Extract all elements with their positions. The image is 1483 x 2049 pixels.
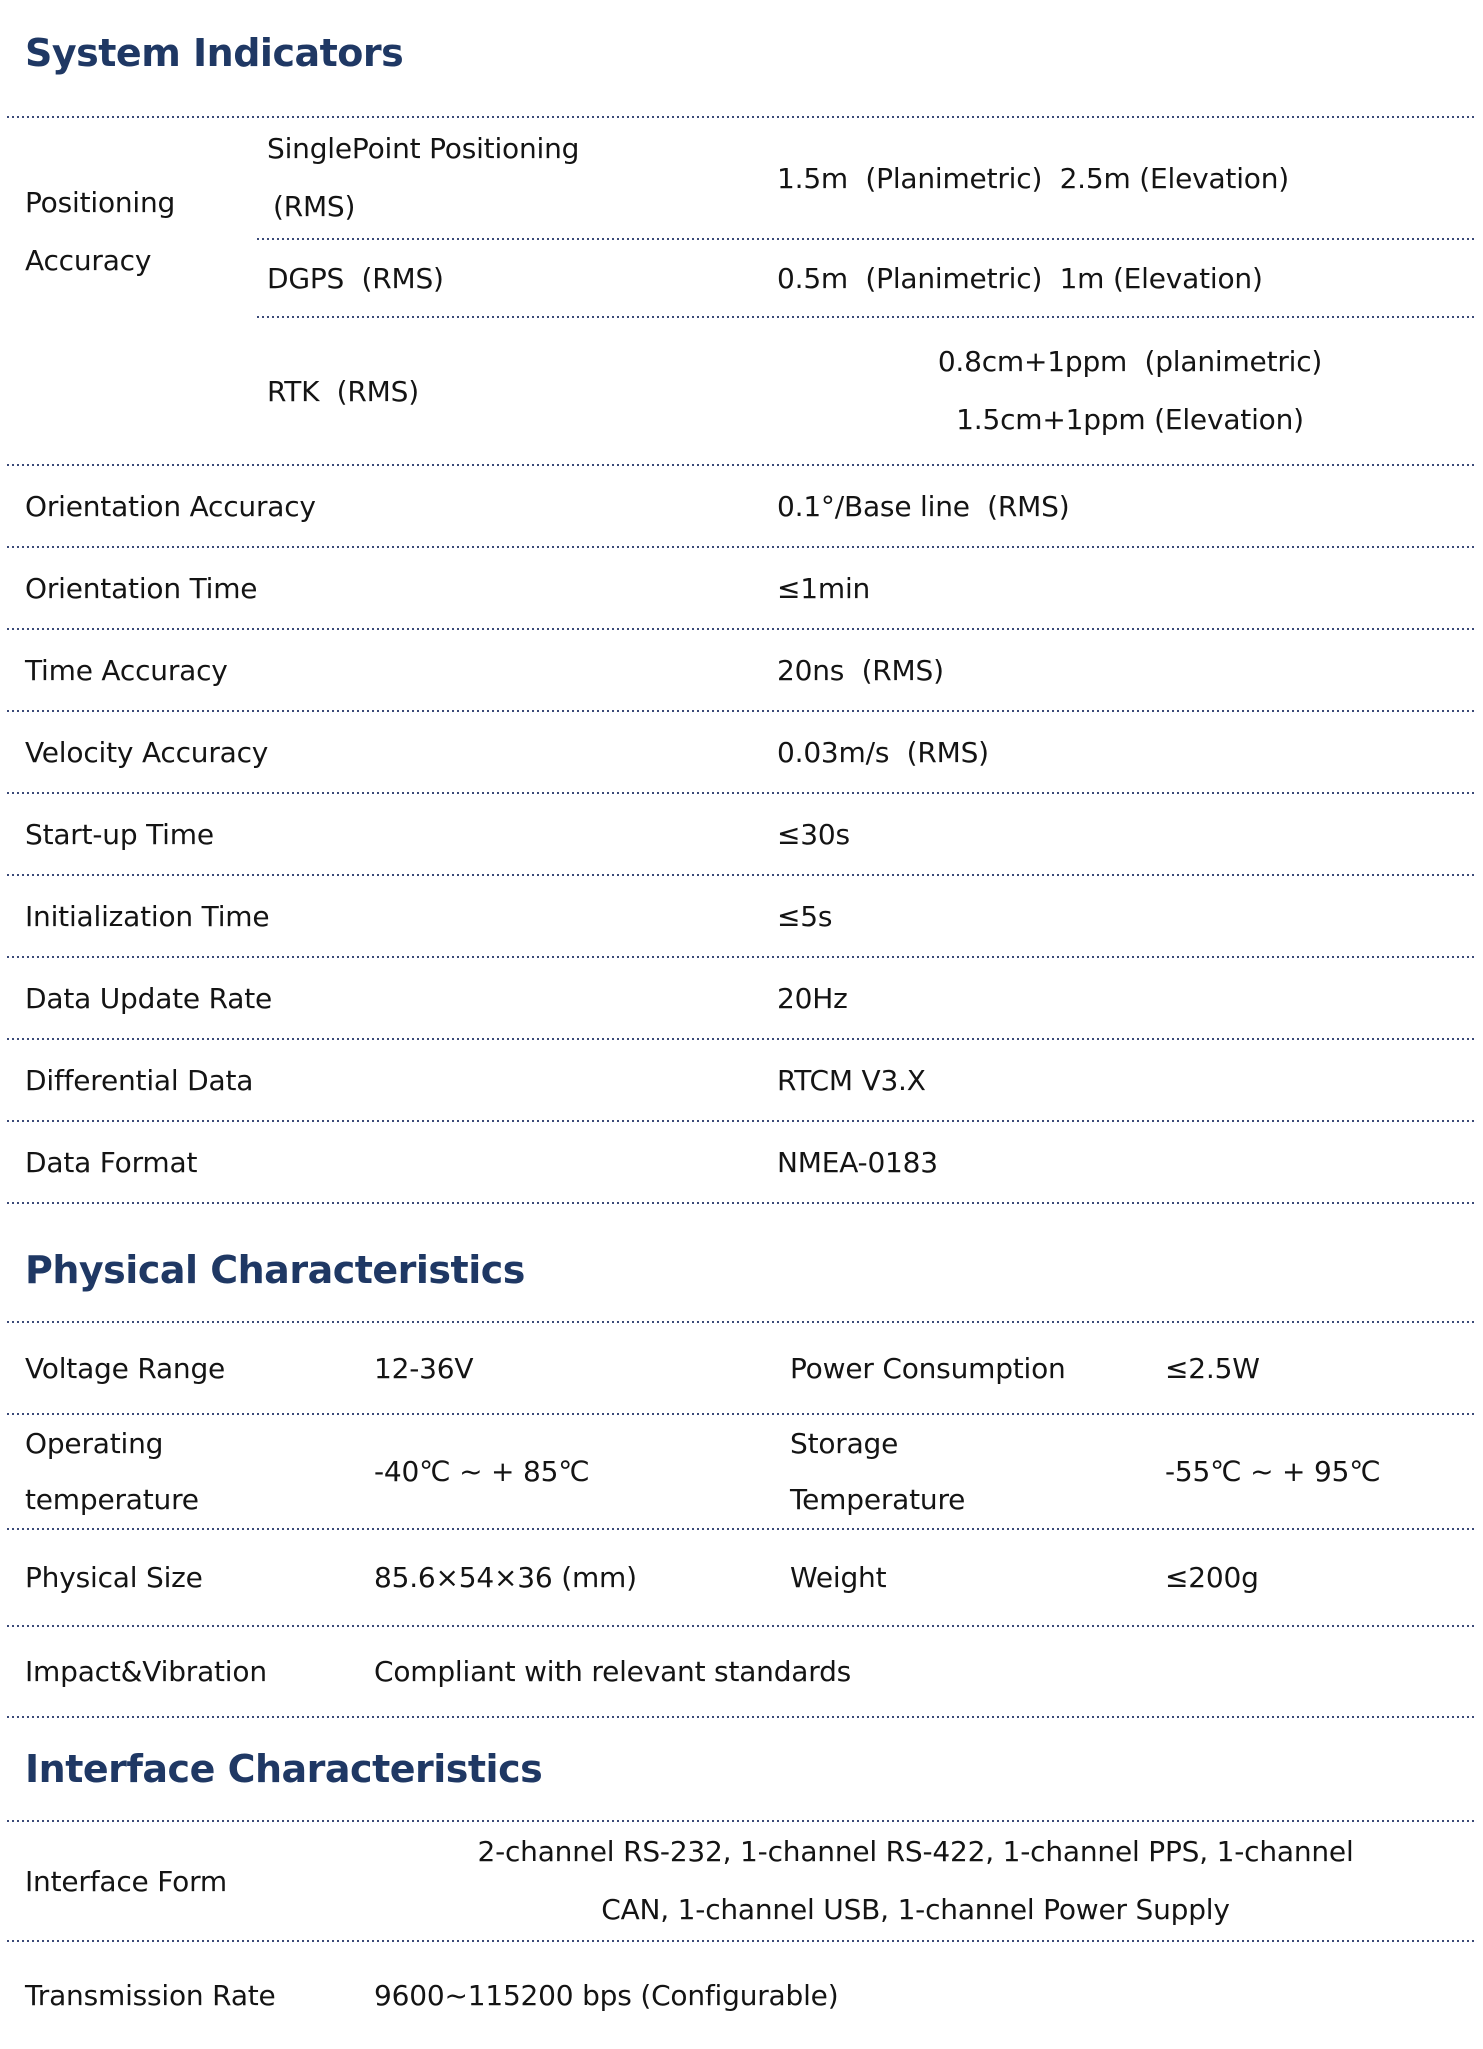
row-label: Data Format	[25, 1145, 198, 1179]
table-row-data-update-rate: Data Update Rate 20Hz	[0, 958, 1483, 1038]
row-label: Weight	[790, 1561, 887, 1594]
dotted-divider	[7, 546, 1476, 548]
dotted-divider	[7, 956, 1476, 958]
row-label: Voltage Range	[25, 1351, 226, 1385]
row-label: Velocity Accuracy	[25, 735, 269, 769]
sub-label-singlepoint-line1: SinglePoint Positioning	[267, 132, 580, 165]
row-label: Initialization Time	[25, 899, 270, 933]
dotted-divider	[7, 792, 1476, 794]
table-row-singlepoint: SinglePoint Positioning (RMS) 1.5m (Plan…	[250, 118, 1483, 238]
row-value: Compliant with relevant standards	[374, 1655, 852, 1688]
dotted-divider	[7, 1413, 1476, 1415]
row-label: Storage Temperature	[790, 1426, 966, 1516]
table-row-data-format: Data Format NMEA-0183	[0, 1122, 1483, 1202]
dotted-divider	[7, 464, 1476, 466]
table-row-impact-vibration: Impact&Vibration Compliant with relevant…	[0, 1627, 1483, 1716]
row-value: ≤1min	[777, 571, 871, 605]
row-label: Start-up Time	[25, 817, 214, 851]
row-label-positioning-accuracy: Positioning Accuracy	[25, 186, 176, 277]
table-row-dgps: DGPS (RMS) 0.5m (Planimetric) 1m (Elevat…	[250, 240, 1483, 316]
dotted-divider	[7, 1120, 1476, 1122]
table-row-time-accuracy: Time Accuracy 20ns (RMS)	[0, 630, 1483, 710]
table-row-startup-time: Start-up Time ≤30s	[0, 794, 1483, 874]
table-row-voltage-power: Voltage Range 12-36V Power Consumption ≤…	[0, 1323, 1483, 1413]
value-singlepoint: 1.5m (Planimetric) 2.5m (Elevation)	[777, 161, 1289, 195]
dotted-divider	[7, 628, 1476, 630]
row-value: 2-channel RS-232, 1-channel RS-422, 1-ch…	[349, 1822, 1483, 1940]
dotted-divider	[7, 710, 1476, 712]
table-row-velocity-accuracy: Velocity Accuracy 0.03m/s (RMS)	[0, 712, 1483, 792]
interface-form-line1: 2-channel RS-232, 1-channel RS-422, 1-ch…	[477, 1835, 1354, 1868]
row-value: 85.6×54×36 (mm)	[374, 1561, 637, 1594]
row-label: Transmission Rate	[25, 1979, 276, 2012]
dotted-divider	[7, 1625, 1476, 1627]
dotted-divider	[7, 1820, 1476, 1822]
sub-label-dgps: DGPS (RMS)	[267, 261, 444, 295]
dotted-divider	[7, 1940, 1476, 1942]
row-label: Impact&Vibration	[25, 1655, 267, 1688]
table-row-interface-form: Interface Form 2-channel RS-232, 1-chann…	[0, 1822, 1483, 1940]
interface-form-line2: CAN, 1-channel USB, 1-channel Power Supp…	[601, 1893, 1230, 1926]
value-dgps: 0.5m (Planimetric) 1m (Elevation)	[777, 261, 1263, 295]
row-label: Orientation Time	[25, 571, 258, 605]
row-value: ≤5s	[777, 899, 833, 933]
row-value: 20ns (RMS)	[777, 653, 944, 687]
table-row-size-weight: Physical Size 85.6×54×36 (mm) Weight ≤20…	[0, 1530, 1483, 1625]
dotted-divider	[7, 1321, 1476, 1323]
row-label: Data Update Rate	[25, 981, 273, 1015]
sub-label-rtk: RTK (RMS)	[267, 374, 419, 408]
dotted-divider-partial	[257, 238, 1476, 240]
table-row-differential-data: Differential Data RTCM V3.X	[0, 1040, 1483, 1120]
section-header-system-indicators: System Indicators	[0, 0, 1483, 116]
row-value: ≤2.5W	[1165, 1351, 1260, 1385]
section-header-interface: Interface Characteristics	[0, 1718, 1483, 1820]
dotted-divider	[7, 874, 1476, 876]
value-rtk: 0.8cm+1ppm (planimetric) 1.5cm+1ppm (Ele…	[762, 318, 1483, 464]
dotted-divider	[7, 1202, 1476, 1204]
row-value: 12-36V	[374, 1351, 474, 1385]
dotted-divider-partial	[257, 316, 1476, 318]
row-label: Operating temperature	[25, 1426, 199, 1516]
row-label: Differential Data	[25, 1063, 254, 1097]
table-row-orientation-time: Orientation Time ≤1min	[0, 548, 1483, 628]
row-value: 20Hz	[777, 981, 848, 1015]
dotted-divider	[7, 116, 1476, 118]
row-value: 0.03m/s (RMS)	[777, 735, 989, 769]
dotted-divider	[7, 1716, 1476, 1718]
row-value: NMEA-0183	[777, 1145, 938, 1179]
sub-label-singlepoint: SinglePoint Positioning (RMS)	[250, 118, 762, 238]
table-row-initialization-time: Initialization Time ≤5s	[0, 876, 1483, 956]
dotted-divider	[7, 1038, 1476, 1040]
value-rtk-line2: 1.5cm+1ppm (Elevation)	[956, 403, 1304, 436]
row-value: -55℃ ~ + 95℃	[1165, 1455, 1381, 1488]
row-value: ≤30s	[777, 817, 850, 851]
row-label: Physical Size	[25, 1561, 203, 1594]
row-label: Orientation Accuracy	[25, 489, 316, 523]
row-value: 9600~115200 bps (Configurable)	[374, 1979, 839, 2012]
dotted-divider	[7, 1528, 1476, 1530]
positioning-accuracy-group: Positioning Accuracy SinglePoint Positio…	[0, 118, 1483, 464]
table-row-transmission-rate: Transmission Rate 9600~115200 bps (Confi…	[0, 1942, 1483, 2049]
section-title-system-indicators: System Indicators	[25, 31, 404, 75]
row-value: 0.1°/Base line (RMS)	[777, 489, 1070, 523]
row-value: RTCM V3.X	[777, 1063, 926, 1097]
row-label: Time Accuracy	[25, 653, 228, 687]
row-label: Interface Form	[25, 1864, 227, 1898]
row-value: -40℃ ~ + 85℃	[374, 1455, 590, 1488]
section-title-physical: Physical Characteristics	[25, 1247, 525, 1292]
value-rtk-line1: 0.8cm+1ppm (planimetric)	[937, 345, 1323, 378]
row-label: Power Consumption	[790, 1351, 1066, 1385]
row-value: ≤200g	[1165, 1561, 1259, 1594]
sub-label-singlepoint-line2: (RMS)	[273, 190, 356, 223]
section-title-interface: Interface Characteristics	[25, 1747, 543, 1791]
table-row-rtk: RTK (RMS) 0.8cm+1ppm (planimetric) 1.5cm…	[250, 318, 1483, 464]
table-row-temperature: Operating temperature -40℃ ~ + 85℃ Stora…	[0, 1415, 1483, 1528]
section-header-physical: Physical Characteristics	[0, 1204, 1483, 1321]
table-row-orientation-accuracy: Orientation Accuracy 0.1°/Base line (RMS…	[0, 466, 1483, 546]
positioning-accuracy-subrows: SinglePoint Positioning (RMS) 1.5m (Plan…	[250, 118, 1483, 464]
